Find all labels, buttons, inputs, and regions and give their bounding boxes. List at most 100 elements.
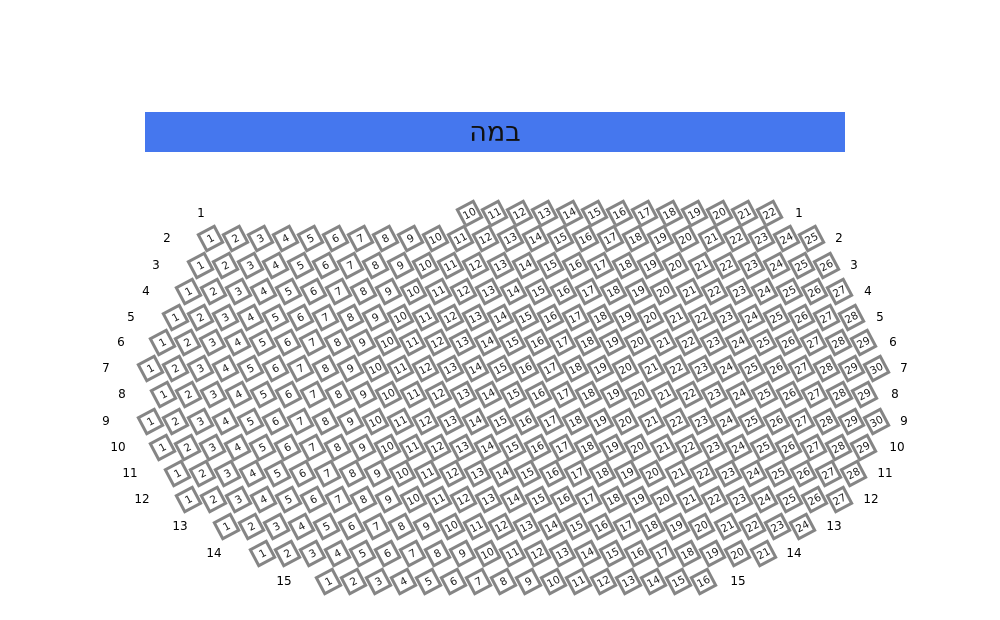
seat-row-6-16[interactable]: 16 [523, 327, 552, 357]
seat-row-15-11[interactable]: 11 [564, 566, 593, 596]
seat-row-8-18[interactable]: 18 [574, 379, 604, 409]
seat-row-14-12[interactable]: 12 [523, 538, 552, 568]
seat-row-10-3[interactable]: 3 [197, 432, 227, 462]
seat-row-10-17[interactable]: 17 [548, 432, 577, 462]
seat-row-13-1[interactable]: 1 [211, 511, 241, 541]
seat-row-3-12[interactable]: 12 [461, 250, 490, 280]
seat-row-3-9[interactable]: 9 [386, 250, 415, 280]
seat-row-4-27[interactable]: 27 [825, 276, 854, 306]
seat-row-4-1[interactable]: 1 [173, 276, 203, 306]
seat-row-3-7[interactable]: 7 [336, 250, 365, 280]
seat-row-3-19[interactable]: 19 [636, 250, 666, 280]
seat-row-14-11[interactable]: 11 [498, 538, 527, 568]
seat-row-14-1[interactable]: 1 [247, 538, 277, 568]
seat-row-10-11[interactable]: 11 [398, 432, 427, 462]
seat-row-14-4[interactable]: 4 [322, 538, 352, 568]
seat-row-14-6[interactable]: 6 [373, 538, 402, 568]
seat-row-5-22[interactable]: 22 [686, 302, 716, 332]
seat-row-13-22[interactable]: 22 [737, 511, 767, 541]
seat-row-12-8[interactable]: 8 [349, 484, 378, 514]
seat-row-2-22[interactable]: 22 [721, 223, 751, 253]
seat-row-11-15[interactable]: 15 [513, 458, 542, 488]
seat-row-10-7[interactable]: 7 [298, 432, 327, 462]
seat-row-9-7[interactable]: 7 [286, 406, 315, 436]
seat-row-2-21[interactable]: 21 [696, 223, 726, 253]
seat-row-7-14[interactable]: 14 [461, 353, 490, 383]
seat-row-9-26[interactable]: 26 [762, 406, 791, 436]
seat-row-2-15[interactable]: 15 [546, 223, 575, 253]
seat-row-9-15[interactable]: 15 [486, 406, 515, 436]
seat-row-7-10[interactable]: 10 [361, 353, 390, 383]
seat-row-8-19[interactable]: 19 [599, 379, 629, 409]
seat-row-12-23[interactable]: 23 [724, 484, 754, 514]
seat-row-7-3[interactable]: 3 [185, 353, 215, 383]
seat-row-10-1[interactable]: 1 [147, 432, 177, 462]
seat-row-11-26[interactable]: 26 [789, 458, 818, 488]
seat-row-12-9[interactable]: 9 [374, 484, 403, 514]
seat-row-4-22[interactable]: 22 [699, 276, 729, 306]
seat-row-4-24[interactable]: 24 [749, 276, 779, 306]
seat-row-11-13[interactable]: 13 [463, 458, 492, 488]
seat-row-5-16[interactable]: 16 [536, 302, 565, 332]
seat-row-4-7[interactable]: 7 [324, 276, 353, 306]
seat-row-10-29[interactable]: 29 [849, 432, 878, 462]
seat-row-8-27[interactable]: 27 [800, 379, 829, 409]
seat-row-6-27[interactable]: 27 [799, 327, 828, 357]
seat-row-14-15[interactable]: 15 [598, 538, 627, 568]
seat-row-13-20[interactable]: 20 [687, 511, 717, 541]
seat-row-9-10[interactable]: 10 [361, 406, 390, 436]
seat-row-3-4[interactable]: 4 [260, 250, 290, 280]
seat-row-8-28[interactable]: 28 [825, 379, 854, 409]
seat-row-13-4[interactable]: 4 [286, 511, 316, 541]
seat-row-1-13[interactable]: 13 [529, 198, 559, 228]
seat-row-6-9[interactable]: 9 [348, 327, 377, 357]
seat-row-11-23[interactable]: 23 [713, 458, 743, 488]
seat-row-12-14[interactable]: 14 [499, 484, 528, 514]
seat-row-9-16[interactable]: 16 [511, 406, 540, 436]
seat-row-3-26[interactable]: 26 [812, 250, 841, 280]
seat-row-4-11[interactable]: 11 [424, 276, 453, 306]
seat-row-8-4[interactable]: 4 [223, 379, 253, 409]
seat-row-12-27[interactable]: 27 [825, 484, 854, 514]
seat-row-7-11[interactable]: 11 [386, 353, 415, 383]
seat-row-2-10[interactable]: 10 [421, 223, 450, 253]
seat-row-12-26[interactable]: 26 [800, 484, 829, 514]
seat-row-5-1[interactable]: 1 [160, 302, 190, 332]
seat-row-8-9[interactable]: 9 [349, 379, 378, 409]
seat-row-9-17[interactable]: 17 [536, 406, 565, 436]
seat-row-6-26[interactable]: 26 [774, 327, 803, 357]
seat-row-4-2[interactable]: 2 [198, 276, 228, 306]
seat-row-14-10[interactable]: 10 [473, 538, 502, 568]
seat-row-15-15[interactable]: 15 [664, 566, 693, 596]
seat-row-8-8[interactable]: 8 [324, 379, 353, 409]
seat-row-7-24[interactable]: 24 [711, 353, 741, 383]
seat-row-14-3[interactable]: 3 [297, 538, 327, 568]
seat-row-4-26[interactable]: 26 [800, 276, 829, 306]
seat-row-11-21[interactable]: 21 [663, 458, 693, 488]
seat-row-12-13[interactable]: 13 [474, 484, 503, 514]
seat-row-10-14[interactable]: 14 [473, 432, 502, 462]
seat-row-2-2[interactable]: 2 [220, 223, 250, 253]
seat-row-5-5[interactable]: 5 [260, 302, 290, 332]
seat-row-1-18[interactable]: 18 [655, 198, 684, 228]
seat-row-1-16[interactable]: 16 [605, 198, 634, 228]
seat-row-5-7[interactable]: 7 [311, 302, 340, 332]
seat-row-7-23[interactable]: 23 [686, 353, 716, 383]
seat-row-4-14[interactable]: 14 [499, 276, 528, 306]
seat-row-4-16[interactable]: 16 [549, 276, 578, 306]
seat-row-11-19[interactable]: 19 [613, 458, 643, 488]
seat-row-6-13[interactable]: 13 [448, 327, 477, 357]
seat-row-14-8[interactable]: 8 [423, 538, 452, 568]
seat-row-10-5[interactable]: 5 [247, 432, 277, 462]
seat-row-8-17[interactable]: 17 [549, 379, 578, 409]
seat-row-4-9[interactable]: 9 [374, 276, 403, 306]
seat-row-3-21[interactable]: 21 [686, 250, 716, 280]
seat-row-2-13[interactable]: 13 [496, 223, 525, 253]
seat-row-4-20[interactable]: 20 [649, 276, 679, 306]
seat-row-2-14[interactable]: 14 [521, 223, 550, 253]
seat-row-3-10[interactable]: 10 [411, 250, 440, 280]
seat-row-11-14[interactable]: 14 [488, 458, 517, 488]
seat-row-1-21[interactable]: 21 [730, 198, 759, 228]
seat-row-15-8[interactable]: 8 [489, 566, 518, 596]
seat-row-7-28[interactable]: 28 [812, 353, 841, 383]
